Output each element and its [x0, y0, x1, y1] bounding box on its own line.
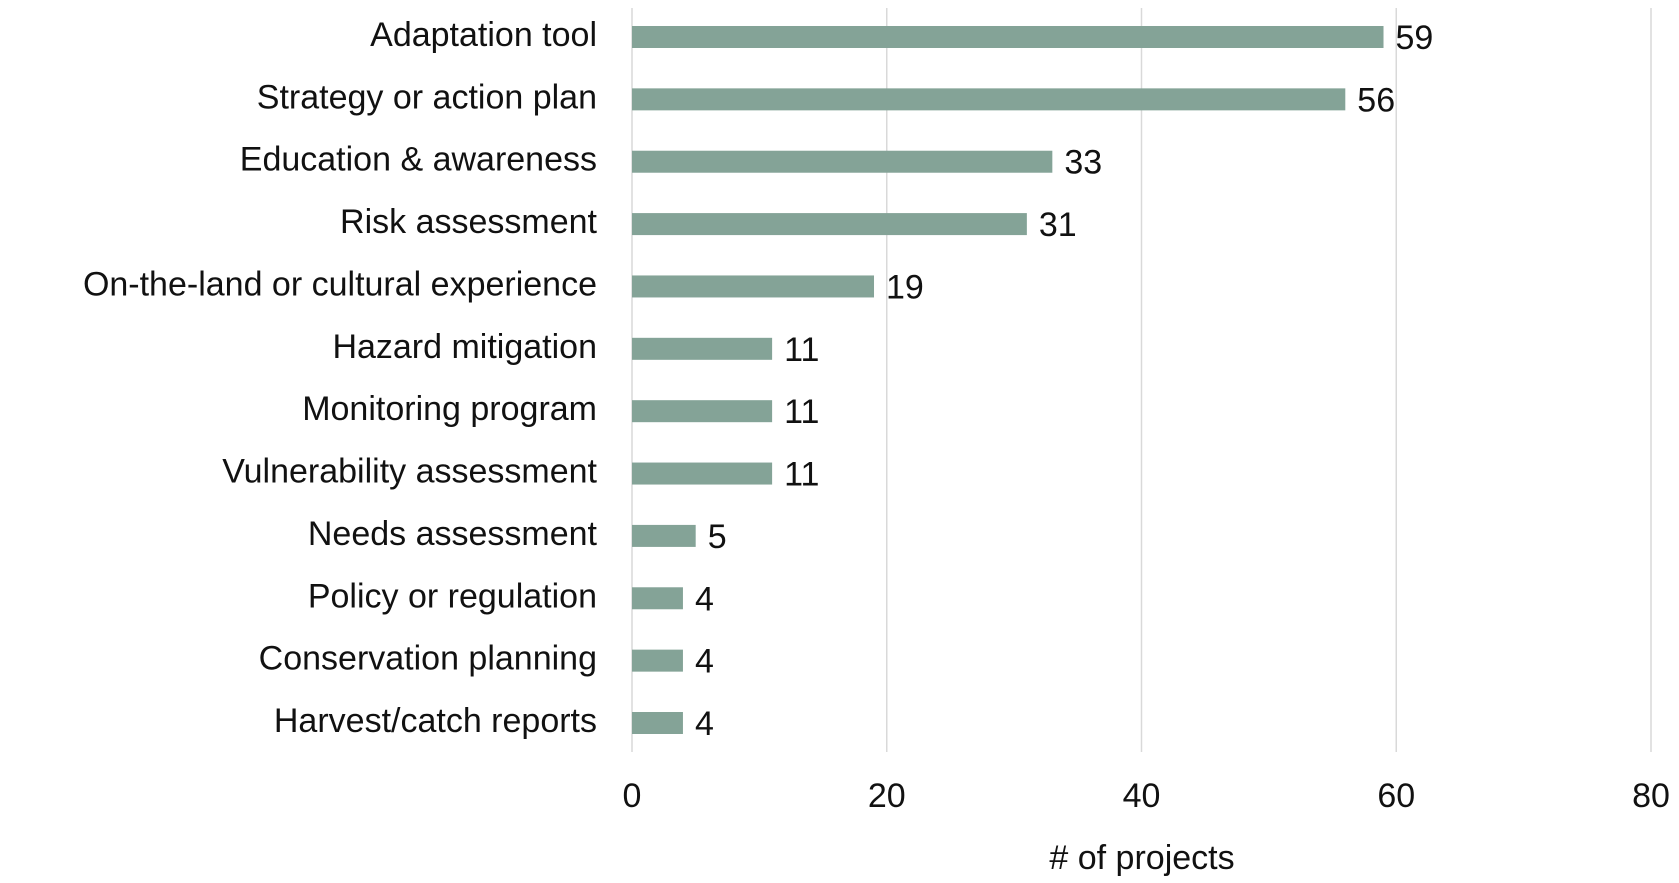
data-label: 19: [886, 268, 924, 306]
y-tick-label: Strategy or action plan: [257, 78, 597, 116]
y-tick-label: Education & awareness: [240, 141, 597, 179]
x-tick-label: 40: [1123, 777, 1161, 815]
bar: [632, 337, 773, 360]
x-tick-label: 20: [868, 777, 906, 815]
bar: [632, 400, 773, 423]
data-label: 4: [695, 705, 714, 743]
y-tick-label: Policy or regulation: [308, 577, 597, 615]
y-tick-label: Needs assessment: [308, 515, 598, 553]
y-tick-label: Harvest/catch reports: [274, 702, 597, 740]
x-tick-label: 60: [1377, 777, 1415, 815]
x-tick-label: 0: [623, 777, 642, 815]
data-label: 56: [1357, 81, 1395, 119]
data-label: 11: [784, 456, 819, 494]
x-tick-label: 80: [1632, 777, 1670, 815]
data-label: 4: [695, 643, 714, 681]
bar: [632, 712, 683, 734]
data-label: 11: [784, 331, 819, 369]
y-tick-label: Monitoring program: [302, 390, 597, 428]
x-axis-title: # of projects: [1049, 839, 1234, 877]
bar: [632, 88, 1346, 111]
data-label: 33: [1064, 144, 1102, 182]
bar: [632, 462, 773, 485]
bar: [632, 587, 683, 610]
bar: [632, 524, 696, 547]
data-label: 31: [1039, 206, 1077, 244]
y-tick-label: Hazard mitigation: [332, 328, 597, 366]
bar: [632, 649, 683, 672]
y-tick-label: Conservation planning: [259, 640, 597, 678]
data-label: 11: [784, 393, 819, 431]
bar: [632, 275, 875, 298]
y-tick-label: Vulnerability assessment: [222, 453, 597, 491]
bar: [632, 26, 1384, 48]
bar: [632, 150, 1053, 173]
y-tick-label: Adaptation tool: [370, 16, 597, 54]
bar: [632, 213, 1027, 236]
y-tick-label: Risk assessment: [340, 203, 598, 241]
data-label: 59: [1396, 19, 1434, 57]
data-label: 4: [695, 580, 714, 618]
data-label: 5: [708, 518, 727, 556]
y-tick-label: On-the-land or cultural experience: [83, 265, 597, 303]
